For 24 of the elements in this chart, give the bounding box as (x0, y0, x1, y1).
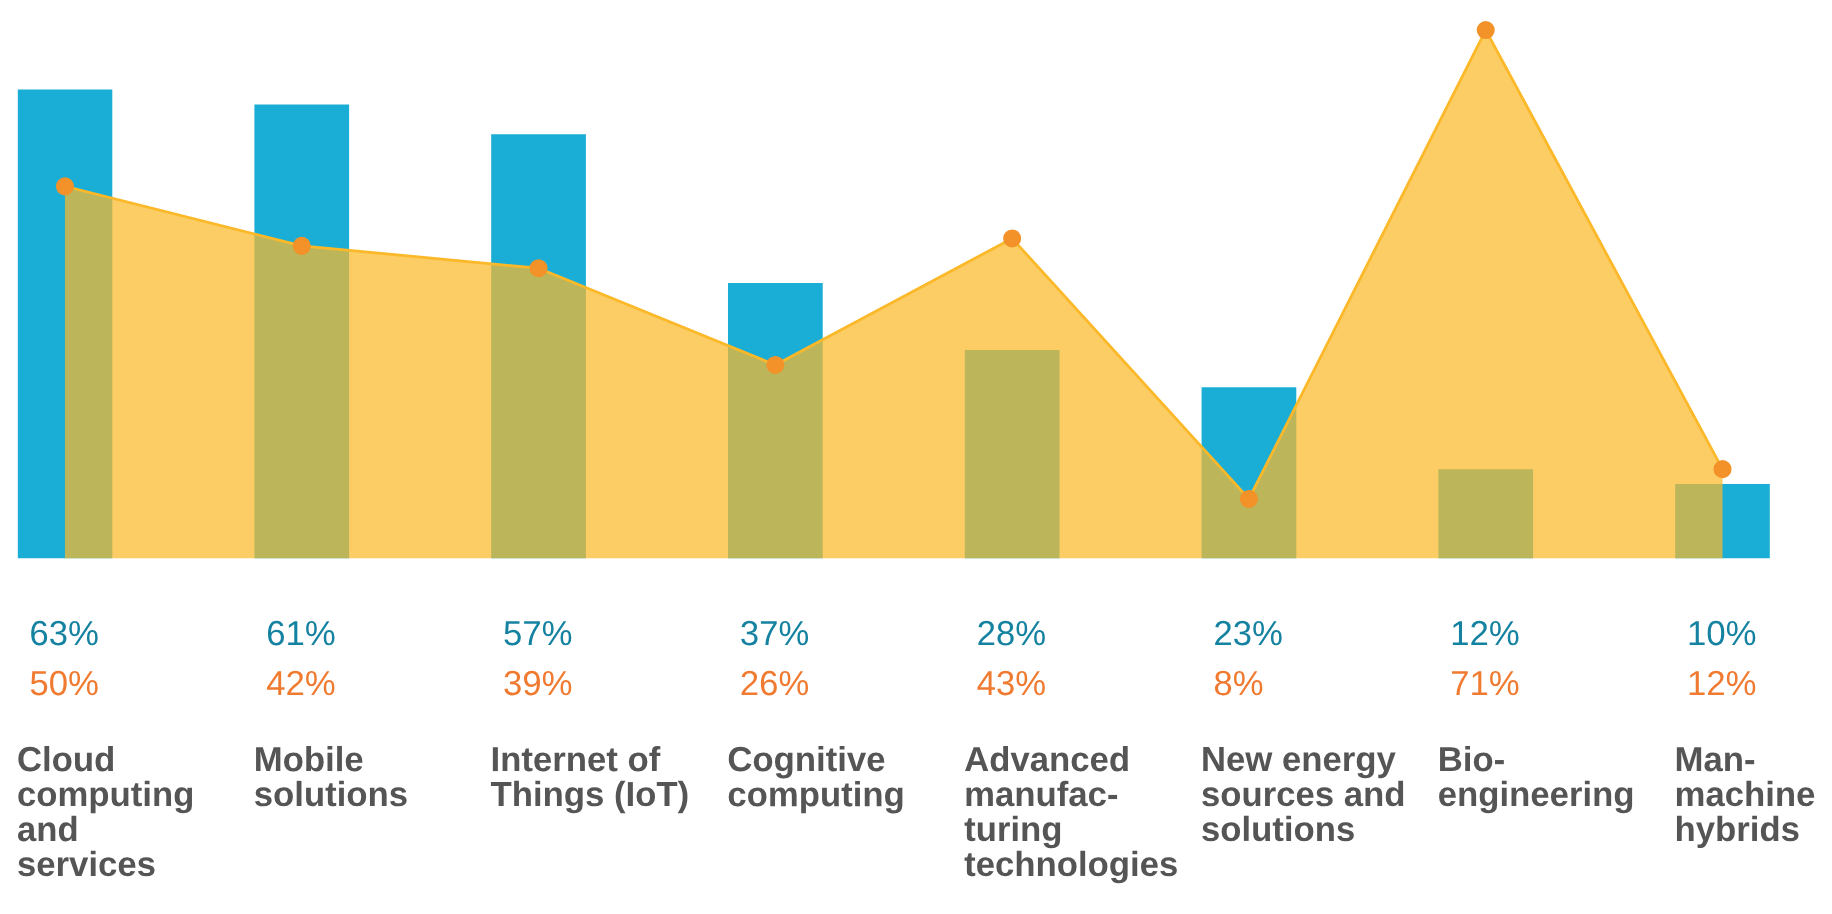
data-label: 23% (1215, 620, 1282, 646)
data-label: 57% (504, 621, 572, 646)
x-tick-label: Cognitive computing (728, 745, 903, 814)
data-label: 28% (978, 620, 1045, 646)
x-tick-label: Advanced manufac- turing technologies (964, 745, 1177, 884)
x-tick-label: Cloud computing and services (17, 745, 193, 877)
x-tick-label: New energy sources and solutions (1202, 747, 1404, 842)
data-label: 42% (267, 670, 335, 696)
data-label: 43% (977, 670, 1045, 696)
data-label: 12% (1452, 620, 1519, 646)
data-label: 12% (1689, 670, 1756, 696)
data-label: 8% (1214, 670, 1263, 696)
data-label: 63% (31, 620, 98, 646)
data-label: 71% (1452, 670, 1519, 696)
x-tick-label: Man- machine hybrids (1676, 747, 1815, 849)
data-label: 26% (741, 670, 809, 696)
data-label: 10% (1689, 620, 1756, 646)
data-label: 39% (504, 670, 572, 696)
x-tick-label: Internet of Things (IoT) (490, 745, 688, 814)
data-label: 37% (741, 620, 809, 646)
data-label: 61% (267, 620, 335, 646)
x-tick-label: Bio- engineering (1439, 745, 1633, 814)
x-tick-label: Mobile solutions (254, 745, 407, 807)
data-label: 50% (30, 670, 98, 696)
